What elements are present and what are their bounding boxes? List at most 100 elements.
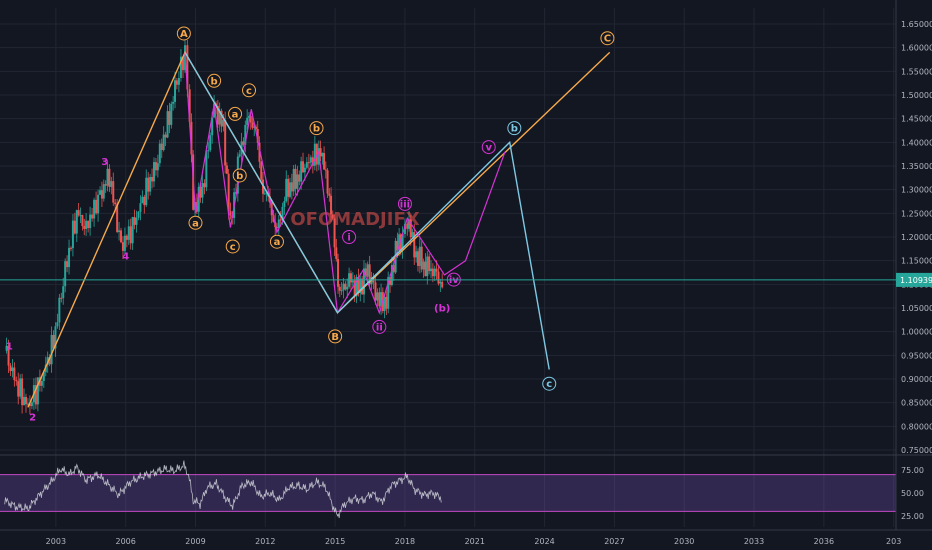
candle-body <box>256 128 259 143</box>
candle-body <box>260 161 263 180</box>
candle-body <box>97 194 100 214</box>
candle-body <box>418 246 421 266</box>
candle-body <box>54 326 57 349</box>
time-tick-label: 2030 <box>674 537 694 546</box>
candle-body <box>424 261 427 277</box>
candle-body <box>263 193 266 195</box>
candle-body <box>441 281 444 288</box>
candle-body <box>361 278 364 295</box>
price-tick-label: 1.65000 <box>901 20 932 29</box>
candle-body <box>50 334 53 365</box>
candle-body <box>79 215 82 217</box>
wave-label: iv <box>449 275 459 286</box>
wave-label-circle <box>269 234 284 249</box>
candle-body <box>213 103 216 118</box>
candle-body <box>430 268 433 272</box>
wave-label: iii <box>400 199 410 210</box>
candle-body <box>172 101 175 104</box>
candle-body <box>408 219 411 229</box>
candle-body <box>287 178 290 197</box>
candle-body <box>40 381 43 386</box>
candle-body <box>220 110 223 127</box>
candle-body <box>26 403 29 405</box>
candle-body <box>324 169 327 171</box>
price-tick-label: 1.50000 <box>901 91 932 100</box>
wave-label-circle <box>372 319 387 334</box>
candle-body <box>294 168 297 189</box>
candle-body <box>24 396 27 405</box>
candle-body <box>349 273 352 283</box>
candle-body <box>346 286 349 290</box>
candle-body <box>75 210 78 234</box>
candle-body <box>277 219 280 228</box>
wave-label-circle <box>328 329 343 344</box>
candle-body <box>209 135 212 151</box>
candle-body <box>330 195 333 215</box>
candle-body <box>89 214 92 229</box>
candle-body <box>326 170 329 194</box>
candle-body <box>110 181 113 187</box>
candle-body <box>114 202 117 205</box>
candle-body <box>281 206 284 221</box>
candle-body <box>222 119 225 127</box>
candle-body <box>85 220 88 229</box>
candle-body <box>68 247 71 268</box>
candle-body <box>305 162 308 168</box>
candle-body <box>135 217 138 225</box>
time-tick-label: 2033 <box>744 537 764 546</box>
candle-body <box>290 182 293 192</box>
candle-body <box>158 143 161 164</box>
candle-body <box>137 211 140 218</box>
candle-body <box>156 163 159 171</box>
candle-body <box>216 105 219 125</box>
candle-body <box>9 365 12 372</box>
rsi-line <box>4 460 442 519</box>
price-tick-label: 0.85000 <box>901 399 932 408</box>
candle-body <box>355 277 358 297</box>
candle-body <box>344 283 347 290</box>
candle-body <box>13 367 16 381</box>
candle-body <box>69 247 72 249</box>
candle-body <box>127 226 130 240</box>
price-tick-label: 0.80000 <box>901 422 932 431</box>
candle-body <box>48 357 51 365</box>
candle-body <box>315 143 318 165</box>
time-tick-label: 2012 <box>255 537 275 546</box>
wave-lines <box>27 50 611 408</box>
price-tick-label: 1.00000 <box>901 328 932 337</box>
candle-body <box>311 157 314 166</box>
candle-body <box>205 150 208 188</box>
candle-body <box>227 173 230 212</box>
wave-label: 1 <box>6 341 13 352</box>
candle-body <box>102 184 105 199</box>
candle-body <box>279 219 282 221</box>
price-tick-label: 1.55000 <box>901 67 932 76</box>
candle-body <box>376 292 379 301</box>
time-tick-label: 2003 <box>46 537 66 546</box>
candle-body <box>190 121 193 155</box>
candle-body <box>302 161 305 173</box>
candle-body <box>225 165 228 174</box>
wave-label: v <box>485 143 492 154</box>
wave-label: b <box>511 124 518 135</box>
candle-body <box>342 283 345 291</box>
candle-body <box>249 116 252 123</box>
candle-body <box>338 286 341 291</box>
candle-body <box>331 214 334 219</box>
candle-body <box>123 235 126 251</box>
candle-body <box>175 80 178 85</box>
candle-body <box>120 230 123 243</box>
candle-body <box>170 103 173 125</box>
candle-body <box>36 377 39 405</box>
candle-body <box>283 201 286 207</box>
candle-body <box>275 227 278 229</box>
candle-body <box>426 256 429 277</box>
time-tick-label: 2024 <box>534 537 554 546</box>
wave-label: c <box>246 86 252 97</box>
wave-label: A <box>180 29 188 40</box>
candle-body <box>203 183 206 188</box>
candle-body <box>151 176 154 182</box>
